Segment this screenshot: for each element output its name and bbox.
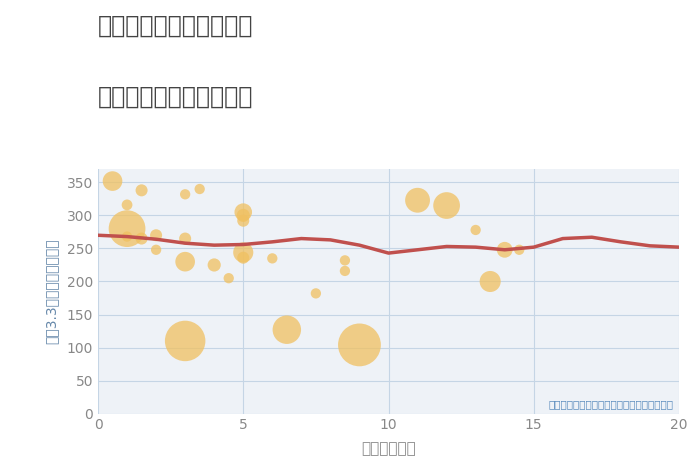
- Point: [107, 177, 118, 185]
- Text: 東京都港区麻布永坂町の: 東京都港区麻布永坂町の: [98, 14, 253, 38]
- Point: [340, 257, 351, 264]
- Point: [194, 185, 205, 193]
- Point: [122, 201, 133, 209]
- Point: [150, 246, 162, 253]
- Point: [340, 267, 351, 274]
- Y-axis label: 坪（3.3㎡）単価（万円）: 坪（3.3㎡）単価（万円）: [44, 239, 58, 344]
- Point: [354, 341, 365, 349]
- Point: [180, 337, 191, 345]
- Point: [209, 261, 220, 269]
- Point: [267, 255, 278, 262]
- Point: [412, 196, 423, 204]
- Point: [281, 326, 293, 334]
- Text: 駅距離別中古戸建て価格: 駅距離別中古戸建て価格: [98, 85, 253, 109]
- Point: [180, 235, 191, 243]
- Point: [441, 202, 452, 209]
- Point: [180, 258, 191, 266]
- Point: [136, 187, 147, 194]
- Point: [150, 232, 162, 239]
- Point: [237, 254, 249, 261]
- Point: [470, 226, 482, 234]
- Point: [237, 249, 249, 256]
- Point: [122, 225, 133, 232]
- Point: [180, 190, 191, 198]
- Point: [484, 278, 496, 285]
- Point: [514, 246, 525, 253]
- Point: [223, 274, 235, 282]
- Point: [136, 235, 147, 243]
- Point: [237, 212, 249, 219]
- Point: [310, 290, 321, 297]
- Point: [122, 233, 133, 240]
- X-axis label: 駅距離（分）: 駅距離（分）: [361, 441, 416, 456]
- Point: [499, 246, 510, 253]
- Point: [237, 217, 249, 225]
- Point: [237, 208, 249, 216]
- Text: 円の大きさは、取引のあった物件面積を示す: 円の大きさは、取引のあった物件面積を示す: [548, 400, 673, 410]
